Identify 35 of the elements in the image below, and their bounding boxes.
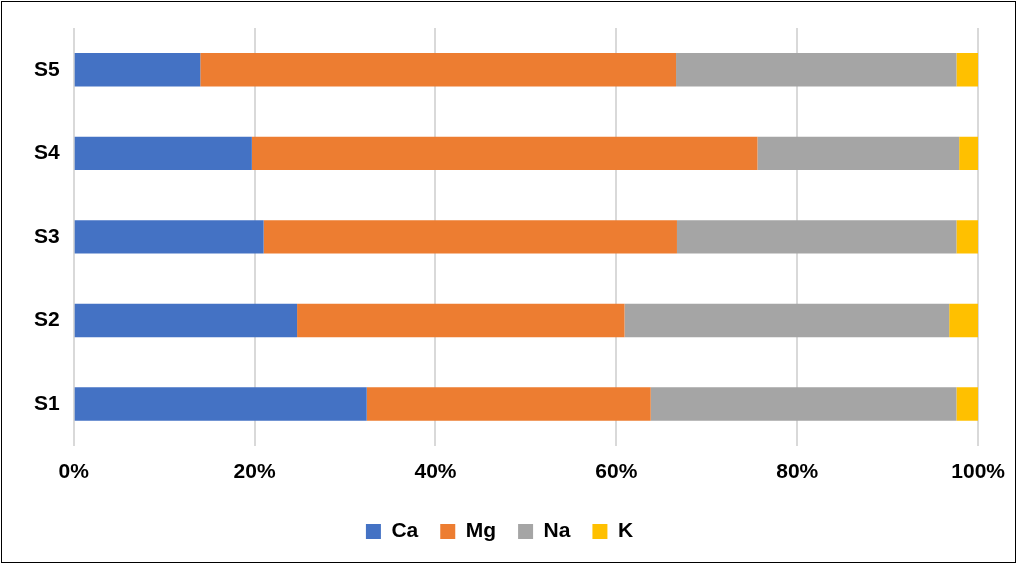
- x-tick-label: 100%: [951, 459, 1006, 483]
- bar: [74, 387, 367, 421]
- x-tick-label: 40%: [414, 459, 457, 483]
- bar: [251, 136, 758, 171]
- bar: [959, 136, 979, 171]
- y-tick-label: S2: [34, 307, 60, 331]
- bar: [757, 136, 960, 171]
- bar: [676, 53, 957, 87]
- bar: [74, 53, 201, 87]
- y-tick-label: S4: [34, 140, 61, 164]
- bar: [200, 53, 677, 87]
- y-tick-label: S5: [34, 56, 61, 80]
- y-tick-label: S3: [34, 223, 60, 247]
- legend-label: Na: [543, 518, 571, 542]
- x-tick-label: 20%: [233, 459, 276, 483]
- legend-label: K: [617, 518, 634, 542]
- x-tick-label: 80%: [776, 459, 819, 483]
- legend-label: Ca: [391, 518, 419, 542]
- bar: [650, 387, 957, 421]
- x-tick-label: 0%: [58, 459, 90, 483]
- bar: [74, 303, 298, 338]
- bar: [263, 220, 677, 254]
- bar: [74, 220, 264, 254]
- bar: [956, 387, 979, 421]
- bar: [949, 303, 979, 338]
- bar: [297, 303, 625, 338]
- bar: [956, 220, 979, 254]
- bar: [74, 136, 252, 171]
- bar: [676, 220, 957, 254]
- x-tick-label: 60%: [595, 459, 638, 483]
- bar: [956, 53, 979, 87]
- bar: [624, 303, 950, 338]
- y-tick-label: S1: [34, 390, 61, 414]
- legend-label: Mg: [465, 518, 497, 542]
- bar: [366, 387, 651, 421]
